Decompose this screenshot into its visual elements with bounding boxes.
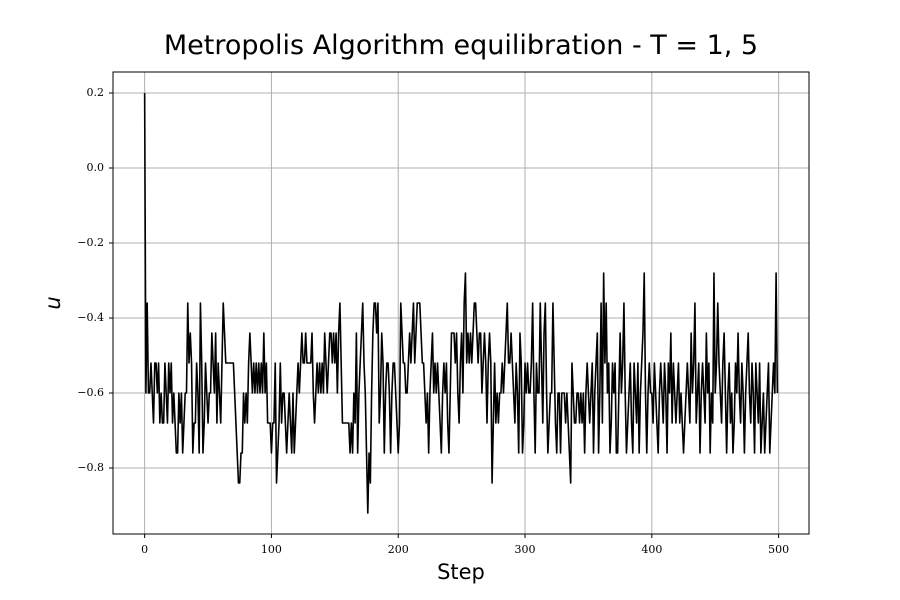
y-tick-label: 0.2 — [87, 86, 105, 99]
y-tick-label: −0.6 — [77, 386, 104, 399]
y-tick-label: −0.8 — [77, 461, 104, 474]
chart-title: Metropolis Algorithm equilibration - T =… — [164, 30, 758, 61]
x-tick-label: 300 — [515, 543, 536, 556]
axes-frame — [112, 71, 810, 535]
plot-area: 0 100 200 300 400 500 −0.8 −0.6 −0.4 −0.2 0.0 0.2 — [77, 72, 809, 556]
y-axis-label: u — [41, 296, 65, 309]
x-tick-label: 0 — [141, 543, 148, 556]
x-tick-label: 400 — [641, 543, 662, 556]
y-tick-label: 0.0 — [87, 161, 105, 174]
x-tick-label: 500 — [768, 543, 789, 556]
y-tick-label: −0.4 — [77, 311, 104, 324]
x-tick-label: 100 — [261, 543, 282, 556]
x-axis-label: Step — [437, 560, 485, 584]
x-tick-label: 200 — [388, 543, 409, 556]
data-line — [143, 92, 779, 514]
y-tick-label: −0.2 — [77, 236, 104, 249]
